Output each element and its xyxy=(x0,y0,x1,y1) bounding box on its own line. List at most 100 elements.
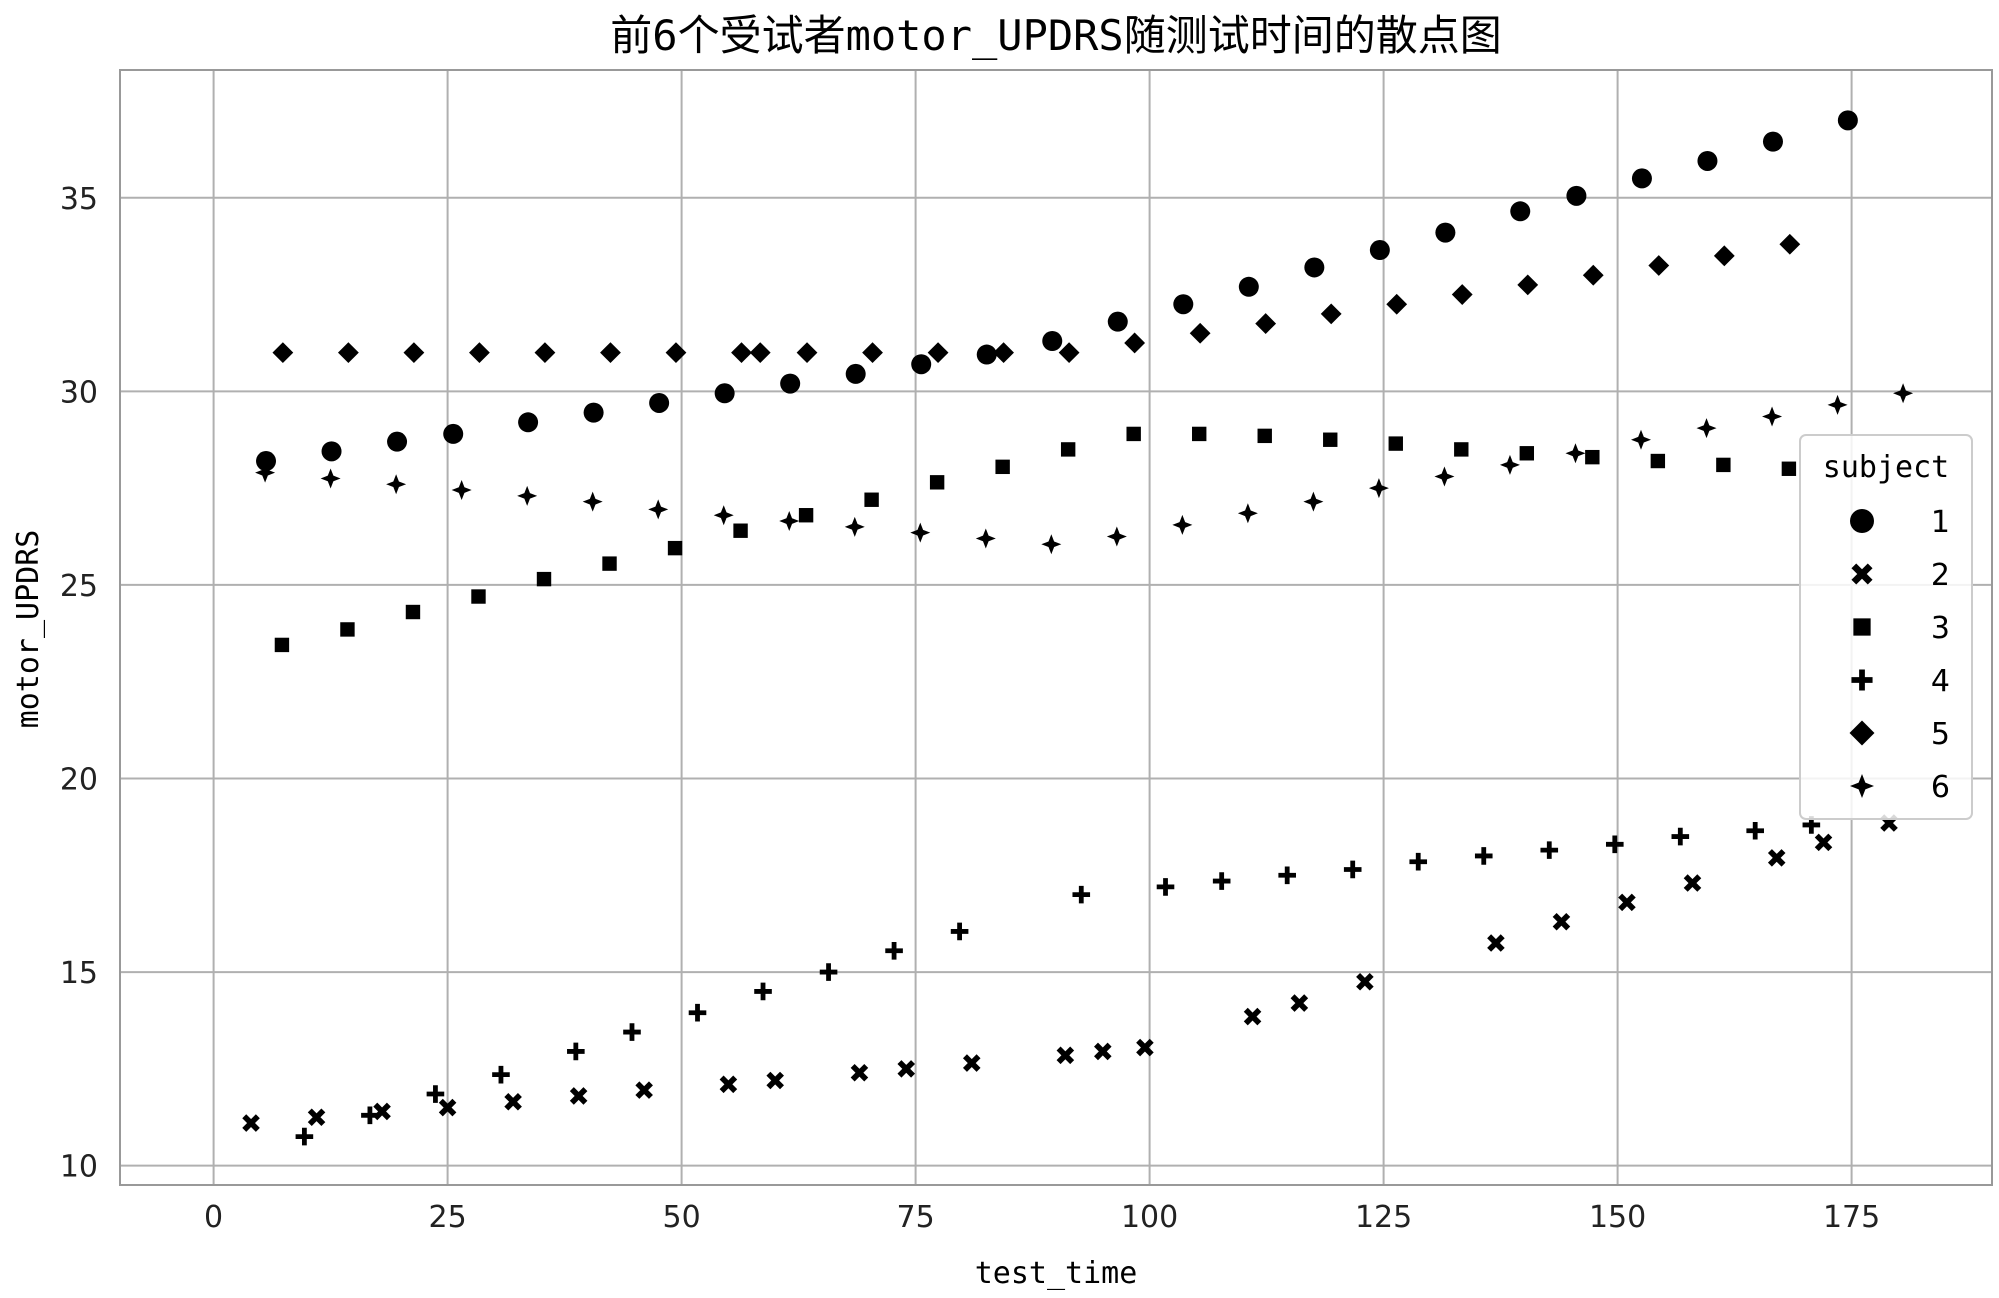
data-point xyxy=(1585,449,1600,465)
legend-label: 2 xyxy=(1931,558,1950,593)
data-point xyxy=(272,342,294,364)
data-point xyxy=(975,528,996,549)
y-tick-label: 30 xyxy=(60,375,98,410)
data-point xyxy=(1356,972,1374,991)
data-point xyxy=(719,1075,738,1094)
data-point xyxy=(995,459,1010,475)
data-point xyxy=(1499,454,1520,475)
data-point xyxy=(1582,264,1604,286)
data-point xyxy=(1042,331,1063,352)
data-point xyxy=(1056,1046,1075,1065)
legend-marker xyxy=(1849,720,1875,746)
legend-label: 5 xyxy=(1931,717,1950,752)
data-point xyxy=(307,1108,326,1127)
data-point xyxy=(962,1054,981,1072)
data-point xyxy=(469,342,490,364)
data-point xyxy=(321,441,342,462)
data-point xyxy=(1671,827,1690,846)
data-point xyxy=(256,451,277,472)
data-point xyxy=(950,922,969,941)
data-point xyxy=(850,1063,869,1082)
data-point xyxy=(623,1023,641,1041)
data-point xyxy=(1762,131,1783,152)
data-point xyxy=(1290,994,1309,1012)
data-point xyxy=(1762,406,1783,427)
y-tick-label: 15 xyxy=(60,956,98,991)
data-point xyxy=(443,423,464,444)
y-axis-label: motor_UPDRS xyxy=(11,530,46,729)
data-point xyxy=(1837,110,1858,131)
data-point xyxy=(976,344,997,365)
data-point xyxy=(1343,860,1362,879)
data-point xyxy=(361,1106,379,1125)
legend-marker xyxy=(1853,618,1871,636)
data-point xyxy=(1386,293,1408,315)
data-point xyxy=(648,499,669,520)
legend-label: 4 xyxy=(1931,664,1950,699)
data-point xyxy=(1517,274,1539,296)
data-point xyxy=(340,622,355,637)
legend-items: 1 2 3 4 5 6 xyxy=(1849,505,1950,805)
x-tick-label: 75 xyxy=(897,1200,935,1235)
data-point xyxy=(1323,432,1338,447)
data-point xyxy=(864,492,879,507)
data-point xyxy=(1388,436,1403,451)
data-point xyxy=(993,342,1014,364)
data-point xyxy=(780,373,801,394)
data-point xyxy=(1814,833,1833,852)
data-point xyxy=(1683,874,1702,892)
data-point xyxy=(1713,245,1735,267)
data-point xyxy=(1257,428,1272,444)
data-point xyxy=(1106,526,1127,547)
x-axis-label: test_time xyxy=(975,1256,1138,1291)
x-tick-label: 25 xyxy=(429,1200,467,1235)
data-point xyxy=(426,1085,445,1103)
data-point xyxy=(1605,835,1624,854)
data-point xyxy=(1650,453,1666,469)
data-point xyxy=(1369,240,1390,261)
series-2 xyxy=(242,814,1898,1132)
data-point xyxy=(386,474,407,495)
data-point xyxy=(1238,276,1259,297)
data-point xyxy=(766,1071,784,1090)
series-1 xyxy=(256,110,1858,472)
data-point xyxy=(582,491,603,512)
x-tick-label: 175 xyxy=(1823,1200,1880,1235)
data-point xyxy=(405,604,421,620)
data-point xyxy=(927,342,949,364)
data-point xyxy=(583,402,604,423)
data-point xyxy=(779,511,800,532)
x-tick-label: 0 xyxy=(204,1200,223,1235)
data-point xyxy=(1136,1038,1154,1057)
data-point xyxy=(403,342,425,364)
data-point xyxy=(665,342,687,364)
legend-label: 1 xyxy=(1931,505,1950,540)
data-point xyxy=(1320,303,1342,325)
data-point xyxy=(492,1065,510,1084)
data-point xyxy=(1451,284,1473,305)
data-point xyxy=(845,363,866,384)
data-point xyxy=(844,516,865,537)
legend-label: 6 xyxy=(1931,770,1950,805)
series-4 xyxy=(295,816,1821,1146)
data-point xyxy=(295,1127,314,1146)
plot-frame xyxy=(119,69,1993,1186)
series-3 xyxy=(274,426,1797,653)
data-point xyxy=(255,462,276,483)
data-point xyxy=(1173,294,1194,315)
data-point xyxy=(517,485,538,506)
data-point xyxy=(1278,866,1296,885)
data-point xyxy=(733,523,748,538)
data-point xyxy=(819,963,838,981)
data-point xyxy=(518,412,539,433)
data-point xyxy=(337,342,359,364)
data-point xyxy=(754,982,772,1001)
data-point xyxy=(688,1003,707,1022)
data-point xyxy=(749,342,771,364)
data-point xyxy=(1454,442,1469,457)
x-tick-label: 100 xyxy=(1121,1200,1178,1235)
data-point xyxy=(1565,443,1586,464)
data-point xyxy=(1192,426,1207,442)
